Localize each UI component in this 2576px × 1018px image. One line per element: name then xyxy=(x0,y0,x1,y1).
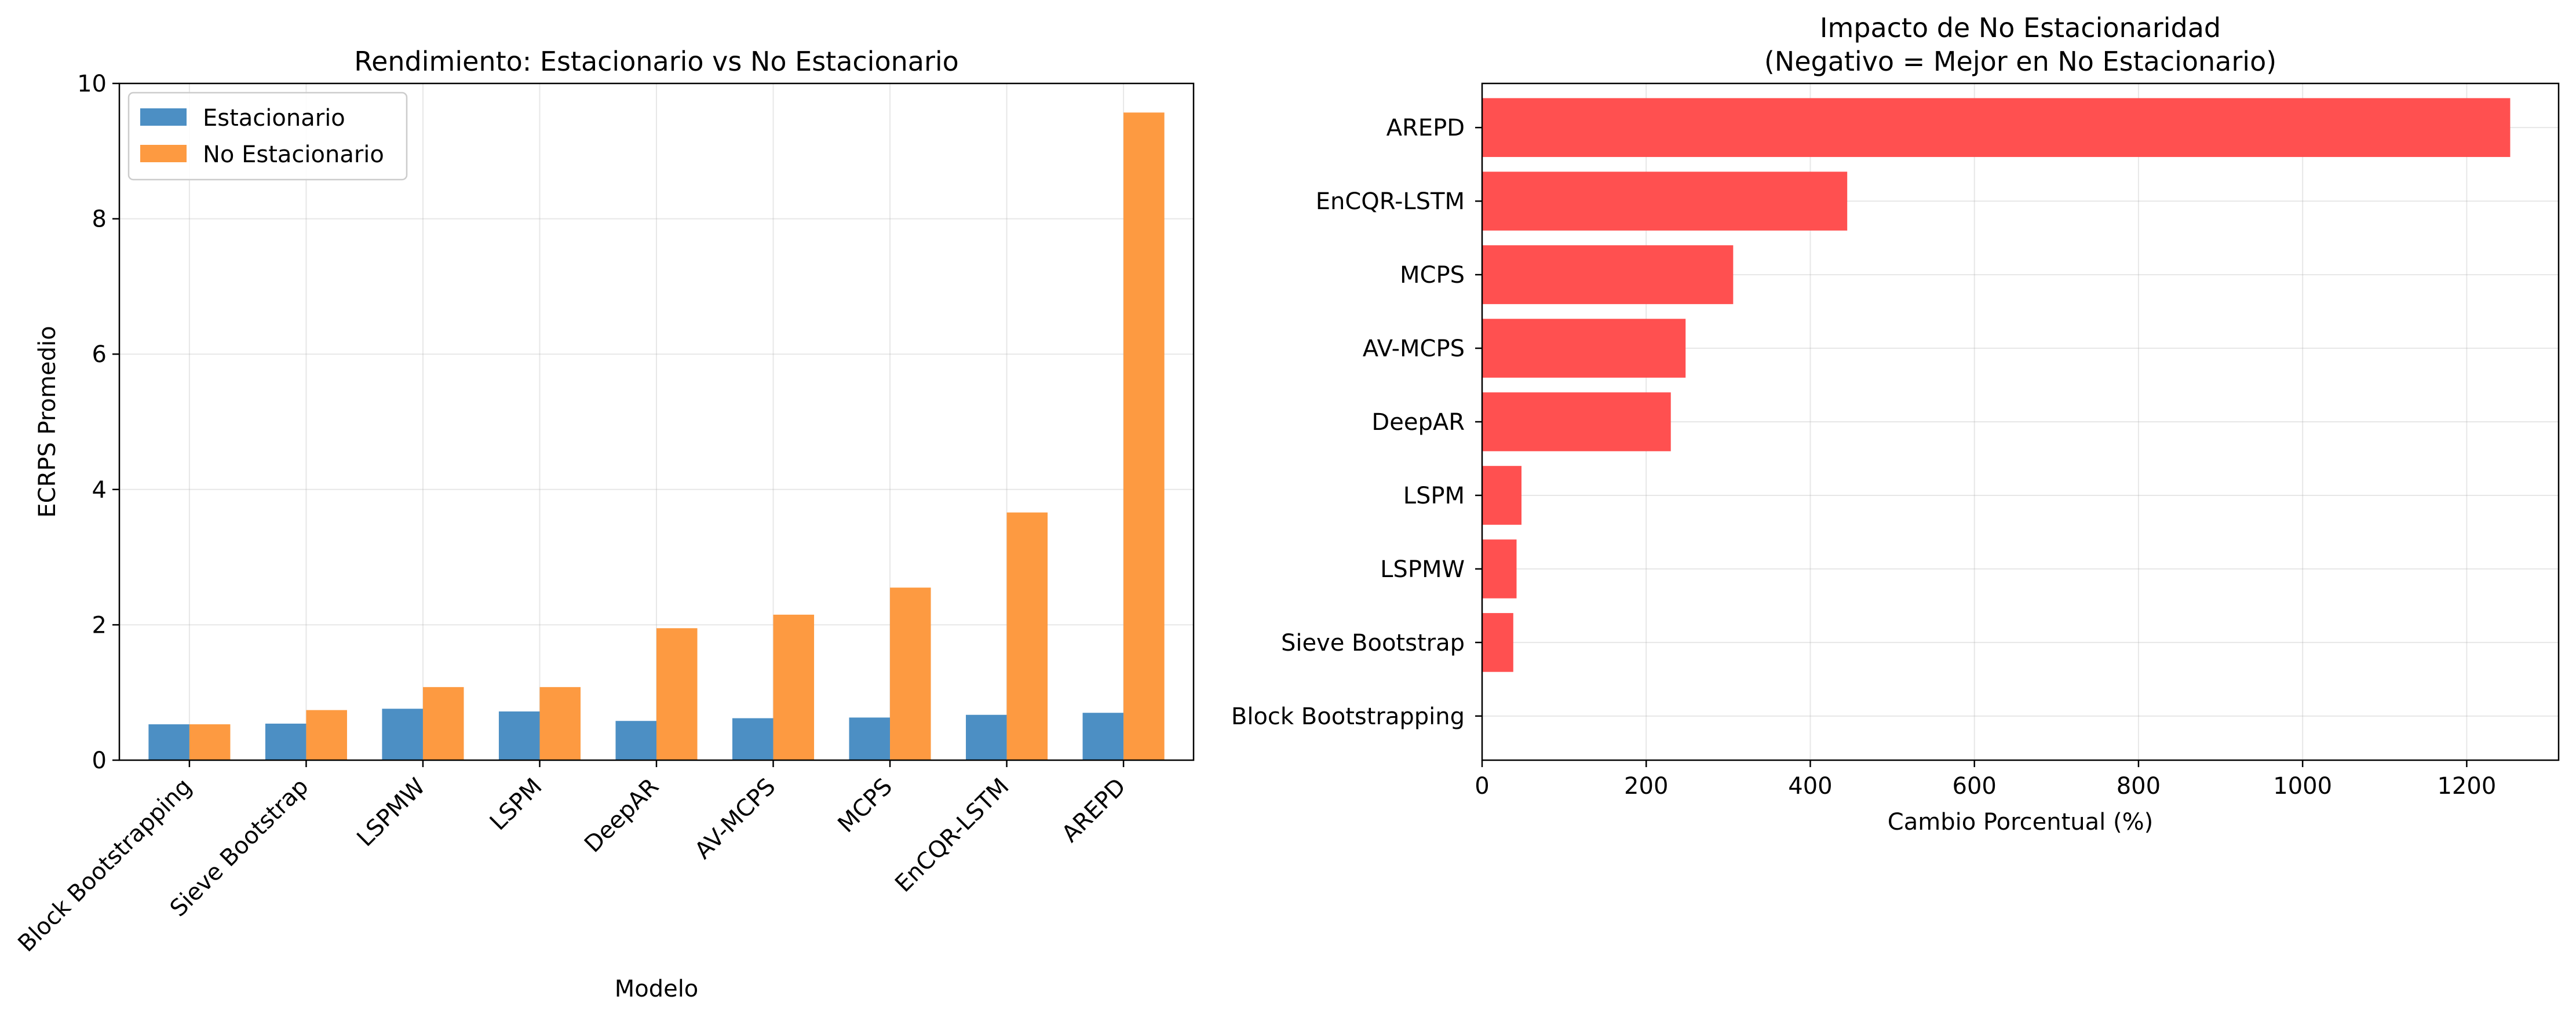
y-tick-label: LSPM xyxy=(1403,483,1465,509)
x-tick-label: 200 xyxy=(1624,773,1668,800)
chart1-bars xyxy=(148,112,1165,760)
chart2-x-axis-label: Cambio Porcentual (%) xyxy=(1888,809,2153,835)
bar-estacionario-lspmw xyxy=(382,709,423,760)
bar-no-estacionario-sieve-bootstrap xyxy=(306,710,347,760)
bar-estacionario-mcps xyxy=(849,717,891,760)
legend-swatch-no-estacionario xyxy=(140,145,187,162)
bar-no-estacionario-arepd xyxy=(1123,112,1165,760)
bar-impact-lspm xyxy=(1482,466,1521,525)
bar-estacionario-encqr-lstm xyxy=(966,714,1007,760)
bar-impact-lspmw xyxy=(1482,539,1517,599)
chart1-axes-frame xyxy=(118,82,1195,761)
bar-no-estacionario-mcps xyxy=(890,588,931,760)
y-tick-label: 8 xyxy=(92,206,107,233)
bar-estacionario-block-bootstrapping xyxy=(148,724,189,760)
chart-ecrps-comparison: Rendimiento: Estacionario vs No Estacion… xyxy=(13,46,1195,1002)
bar-estacionario-sieve-bootstrap xyxy=(265,723,307,760)
chart2-x-ticks: 0 200 400 600 800 1000 1200 xyxy=(1475,760,2496,800)
chart2-axes-frame xyxy=(1481,82,2560,761)
y-tick-label: AREPD xyxy=(1386,115,1465,141)
chart1-y-axis-label: ECRPS Promedio xyxy=(34,326,61,517)
legend-frame xyxy=(127,92,408,181)
bar-no-estacionario-lspm xyxy=(539,687,581,760)
x-tick-label: 1200 xyxy=(2437,773,2496,800)
x-tick-label: 0 xyxy=(1475,773,1489,800)
y-tick-label: 0 xyxy=(92,747,107,774)
bar-no-estacionario-block-bootstrapping xyxy=(189,724,231,760)
bar-impact-deepar xyxy=(1482,392,1671,451)
bar-no-estacionario-encqr-lstm xyxy=(1006,512,1048,760)
bar-impact-av-mcps xyxy=(1482,319,1686,378)
legend-label-estacionario: Estacionario xyxy=(203,105,345,132)
y-tick-label: AV-MCPS xyxy=(1363,335,1465,362)
chart2-title: Impacto de No Estacionaridad xyxy=(1820,12,2221,43)
bar-no-estacionario-deepar xyxy=(656,628,698,760)
bar-impact-encqr-lstm xyxy=(1482,172,1848,231)
chart1-x-axis-label: Modelo xyxy=(615,976,699,1002)
x-tick-label: 1000 xyxy=(2273,773,2332,800)
y-tick-label: 10 xyxy=(77,71,107,97)
bar-no-estacionario-lspmw xyxy=(422,687,464,760)
y-tick-label: 6 xyxy=(92,341,107,368)
x-tick-label: 400 xyxy=(1788,773,1832,800)
bar-estacionario-arepd xyxy=(1082,713,1124,760)
y-tick-label: LSPMW xyxy=(1380,556,1465,583)
bar-impact-arepd xyxy=(1482,98,2511,157)
chart2-bars xyxy=(1482,98,2511,672)
y-tick-label: DeepAR xyxy=(1371,409,1465,436)
x-tick-label: 600 xyxy=(1953,773,1997,800)
chart1-title: Rendimiento: Estacionario vs No Estacion… xyxy=(354,46,959,77)
y-tick-label: EnCQR-LSTM xyxy=(1316,188,1465,215)
chart1-legend: Estacionario No Estacionario xyxy=(127,92,408,181)
bar-impact-mcps xyxy=(1482,245,1734,304)
bar-impact-sieve-bootstrap xyxy=(1482,613,1513,672)
bar-estacionario-av-mcps xyxy=(732,718,773,760)
y-tick-label: Block Bootstrapping xyxy=(1231,703,1465,730)
y-tick-label: MCPS xyxy=(1400,262,1465,289)
bar-no-estacionario-av-mcps xyxy=(773,614,815,760)
y-tick-label: 2 xyxy=(92,612,107,638)
chart-impact-percent-change: Impacto de No Estacionaridad (Negativo =… xyxy=(1231,12,2560,835)
chart2-subtitle: (Negativo = Mejor en No Estacionario) xyxy=(1764,46,2276,77)
chart1-y-ticks: 0 2 4 6 8 10 xyxy=(77,71,119,774)
legend-swatch-estacionario xyxy=(140,108,187,126)
y-tick-label: 4 xyxy=(92,477,107,503)
bar-estacionario-lspm xyxy=(498,711,540,760)
bar-estacionario-deepar xyxy=(615,721,656,760)
legend-label-no-estacionario: No Estacionario xyxy=(203,141,384,168)
y-tick-label: Sieve Bootstrap xyxy=(1281,630,1465,656)
x-tick-label: 800 xyxy=(2117,773,2161,800)
chart2-y-ticks: Block Bootstrapping Sieve Bootstrap LSPMW L… xyxy=(1231,115,1482,730)
